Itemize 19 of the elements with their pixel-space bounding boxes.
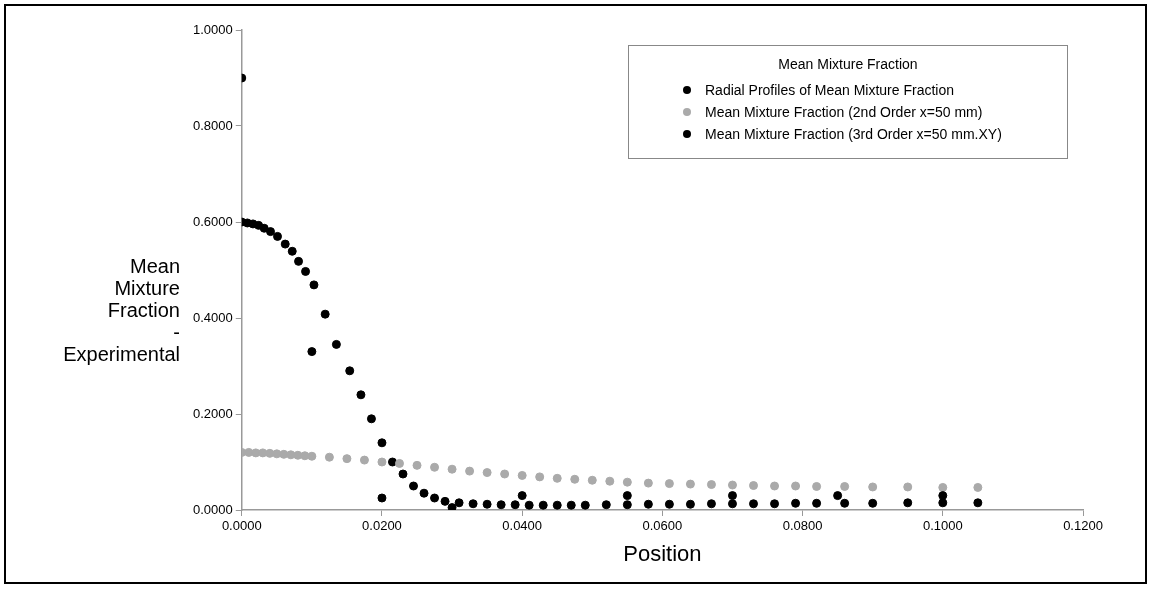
x-tick-label: 0.0800 xyxy=(782,518,823,534)
x-tick-label: 0.1200 xyxy=(1063,518,1103,534)
x-tick-label: 0.0200 xyxy=(362,518,402,534)
legend-title: Mean Mixture Fraction xyxy=(777,56,919,72)
x-tick-label: 0.0600 xyxy=(642,518,683,534)
x-tick-label: 0.0000 xyxy=(221,518,262,534)
y-tick-label: 0.6000 xyxy=(193,213,233,229)
legend-label: Mean Mixture Fraction (3rd Order x=50 mm.XY) xyxy=(705,126,1002,142)
y-tick-label: 0.4000 xyxy=(193,309,233,325)
y-tick-label: 0.8000 xyxy=(193,117,233,133)
x-axis-title: Position xyxy=(623,540,702,566)
x-tick-label: 0.0400 xyxy=(502,518,543,534)
legend-label: Radial Profiles of Mean Mixture Fraction xyxy=(705,82,954,98)
x-tick-label: 0.1000 xyxy=(922,518,963,534)
y-axis-title: Mean Mixture Fraction - Experimental xyxy=(62,255,180,365)
legend-label: Mean Mixture Fraction (2nd Order x=50 mm) xyxy=(705,104,983,120)
y-tick-label: 1.0000 xyxy=(193,21,233,37)
y-tick-label: 0.2000 xyxy=(193,405,233,421)
y-tick-label: 0.0000 xyxy=(193,501,233,517)
